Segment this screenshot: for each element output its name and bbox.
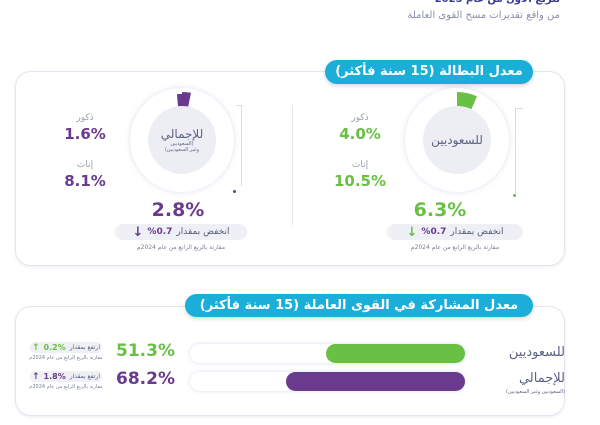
overall-leader-line (236, 105, 242, 186)
saudi-participation-change-text: ارتفع بمقدار (69, 344, 100, 351)
arrow-down-icon: ↓ (132, 224, 144, 240)
saudi-participation-label: للسعوديين (508, 345, 565, 360)
arrow-up-icon: ↑ (32, 342, 40, 353)
overall-change-text: انخفض بمقدار (176, 227, 230, 237)
overall-comparison-note: مقارنة بالربع الرابع من عام 2024م (136, 244, 226, 251)
saudi-participation-bar (190, 344, 465, 363)
report-period-title: للربع الأول من عام 2025 (435, 0, 560, 5)
report-source-subtitle: من واقع تقديرات مسح القوى العاملة (407, 10, 561, 21)
overall-participation-label: للإجمالي (518, 371, 565, 386)
overall-change-value: %0.7 (147, 227, 173, 237)
overall-participation-bar (190, 372, 465, 391)
saudi-participation-value: 51.3% (116, 341, 175, 361)
saudi-change-chip: انخفض بمقدار %0.7 ↓ (387, 224, 523, 240)
overall-center-label: للإجمالي (160, 127, 204, 141)
overall-participation-sublabel: (السعوديين وغير السعوديين) (506, 389, 565, 395)
unemployment-title: معدل البطالة (15 سنة فأكثر) (325, 60, 533, 84)
saudi-donut-segment-icon (457, 92, 477, 110)
overall-male-value: 1.6% (64, 125, 106, 143)
overall-total-value: 2.8% (151, 199, 205, 221)
unemployment-divider (292, 105, 293, 225)
saudi-male-value: 4.0% (339, 125, 381, 143)
overall-female-label: إناث (76, 160, 94, 170)
overall-participation-value: 68.2% (116, 369, 175, 389)
overall-donut-segment-icon (177, 91, 191, 108)
overall-participation-change-value: 1.8% (43, 372, 66, 381)
participation-title: معدل المشاركة في القوى العاملة (15 سنة ف… (185, 294, 533, 317)
overall-male-label: ذكور (76, 113, 94, 123)
overall-participation-change-chip: ارتفع بمقدار 1.8% ↑ (30, 371, 102, 382)
saudi-change-text: انخفض بمقدار (450, 227, 504, 237)
arrow-down-icon: ↓ (406, 224, 418, 240)
saudi-comparison-note: مقارنة بالربع الرابع من عام 2024م (410, 244, 500, 251)
saudi-center-label: للسعوديين (431, 133, 483, 147)
saudi-female-value: 10.5% (333, 172, 387, 190)
overall-participation-bar-fill (286, 372, 465, 391)
saudi-participation-note: مقارنة بالربع الرابع من عام 2024م (29, 355, 103, 361)
saudi-participation-change-value: 0.2% (43, 343, 66, 352)
overall-participation-note: مقارنة بالربع الرابع من عام 2024م (29, 384, 103, 390)
overall-change-chip: انخفض بمقدار %0.7 ↓ (115, 224, 247, 240)
saudi-total-value: 6.3% (413, 199, 467, 221)
saudi-participation-change-chip: ارتفع بمقدار 0.2% ↑ (30, 342, 102, 353)
overall-participation-change-text: ارتفع بمقدار (69, 373, 100, 380)
arrow-up-icon: ↑ (32, 371, 40, 382)
overall-leader-dot (233, 190, 236, 193)
overall-unemployment-donut: للإجمالي (السعوديين وغير السعوديين) (130, 88, 234, 192)
saudi-male-label: ذكور (351, 113, 369, 123)
saudi-leader-dot (513, 194, 516, 197)
saudi-unemployment-donut: للسعوديين (405, 88, 509, 192)
overall-female-value: 8.1% (64, 172, 106, 190)
overall-center-sub1: (السعوديين (170, 141, 194, 147)
saudi-leader-line (515, 108, 523, 194)
saudi-female-label: إناث (351, 160, 369, 170)
saudi-change-value: %0.7 (421, 227, 447, 237)
saudi-participation-bar-fill (326, 344, 465, 363)
overall-center-sub2: وغير السعوديين) (164, 147, 200, 153)
